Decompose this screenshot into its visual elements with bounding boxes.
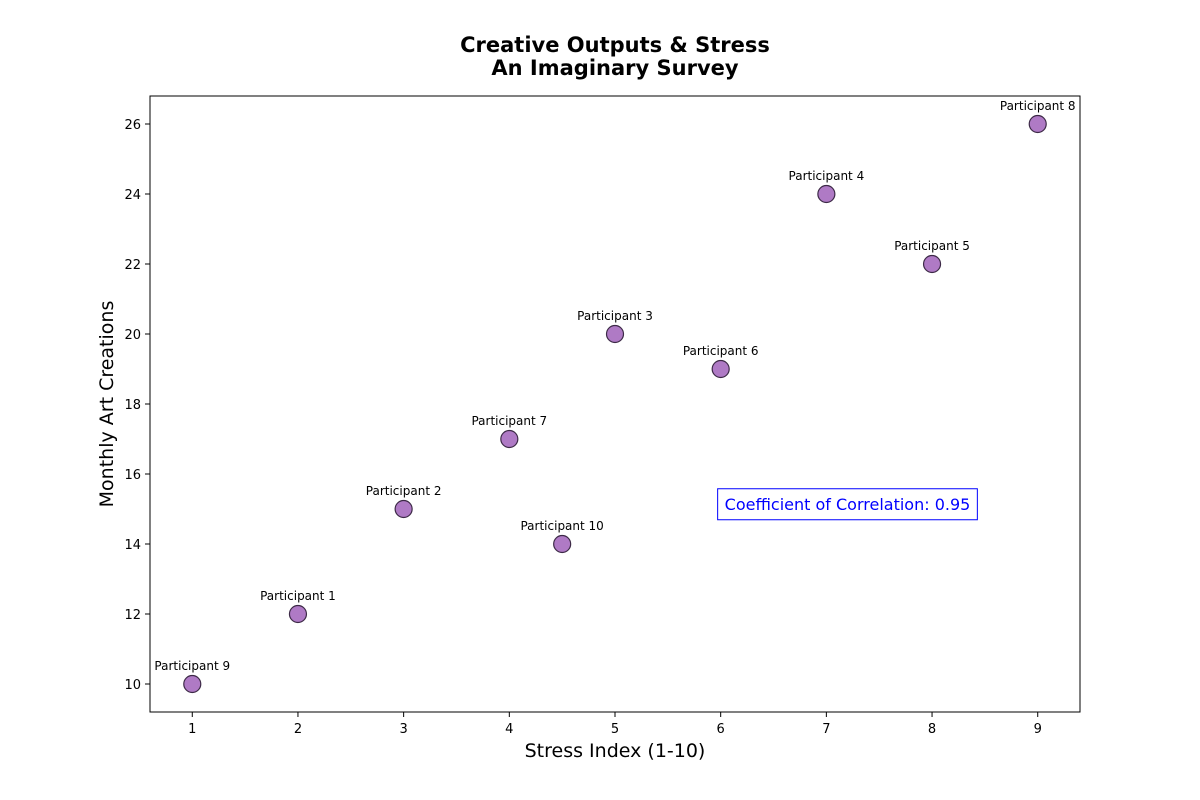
- correlation-annotation-text: Coefficient of Correlation: 0.95: [725, 495, 971, 514]
- point-label: Participant 1: [260, 589, 336, 603]
- plot-area: Participant 1 Participant 2 Participant 3 P…: [154, 99, 1076, 694]
- y-tick-label: 18: [124, 398, 141, 413]
- correlation-annotation-box: [717, 488, 978, 521]
- x-tick-label: 9: [1034, 722, 1042, 737]
- scatter-point: [183, 674, 202, 694]
- scatter-point: [922, 254, 942, 274]
- point-label: Participant 9: [154, 659, 230, 673]
- y-tick-label: 24: [124, 188, 141, 203]
- y-tick-label: 22: [124, 258, 141, 273]
- x-tick-label: 6: [717, 722, 725, 737]
- chart-title-line-1: Creative Outputs & Stress: [460, 33, 770, 57]
- x-tick-label: 7: [822, 722, 830, 737]
- scatter-point: [711, 359, 730, 379]
- y-axis-label: Monthly Art Creations: [96, 301, 118, 508]
- point-label: Participant 6: [683, 344, 759, 358]
- y-tick-label: 20: [124, 328, 141, 343]
- scatter-point: [288, 604, 308, 624]
- point-label: Participant 10: [520, 519, 603, 533]
- scatter-point: [605, 324, 625, 344]
- point-label: Participant 2: [366, 484, 442, 498]
- scatter-point: [1028, 114, 1047, 134]
- y-tick-label: 12: [124, 608, 141, 623]
- scatter-point: [394, 499, 413, 519]
- scatter-point: [553, 534, 572, 554]
- y-tick-label: 16: [124, 468, 141, 483]
- plot-frame: [149, 95, 1081, 713]
- x-tick-label: 5: [611, 722, 619, 737]
- point-label: Participant 3: [577, 309, 653, 323]
- y-tick-label: 14: [124, 538, 141, 553]
- point-label: Participant 5: [894, 239, 970, 253]
- scatter-point: [817, 184, 836, 204]
- x-tick-label: 1: [188, 722, 196, 737]
- x-tick-label: 4: [505, 722, 513, 737]
- x-tick-label: 2: [294, 722, 302, 737]
- x-axis-label: Stress Index (1-10): [525, 740, 706, 762]
- x-tick-label: 8: [928, 722, 936, 737]
- x-tick-label: 3: [399, 722, 407, 737]
- y-tick-label: 10: [124, 678, 141, 693]
- scatter-point: [500, 429, 519, 449]
- y-tick-label: 26: [124, 118, 141, 133]
- point-label: Participant 4: [789, 169, 865, 183]
- point-label: Participant 7: [471, 414, 547, 428]
- point-label: Participant 8: [1000, 99, 1076, 113]
- chart-title-line-2: An Imaginary Survey: [491, 56, 738, 80]
